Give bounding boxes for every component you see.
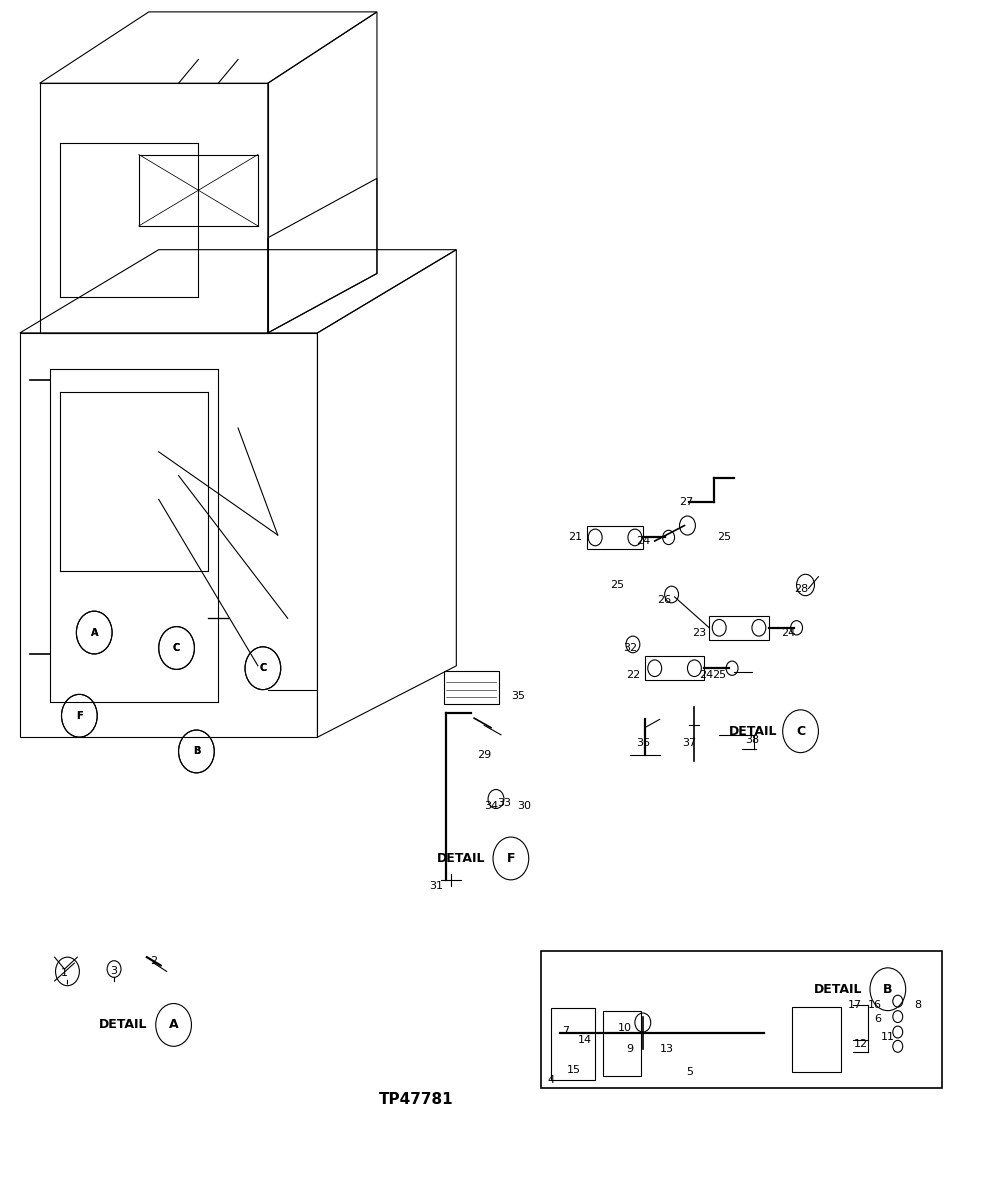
Text: 38: 38 bbox=[745, 735, 759, 744]
Text: 25: 25 bbox=[610, 580, 624, 590]
Text: TP47781: TP47781 bbox=[379, 1093, 454, 1107]
Text: 3: 3 bbox=[110, 967, 118, 976]
Text: F: F bbox=[76, 711, 82, 721]
Text: C: C bbox=[173, 643, 181, 653]
Text: 22: 22 bbox=[626, 671, 640, 680]
Text: 34: 34 bbox=[484, 801, 498, 811]
Text: F: F bbox=[76, 711, 82, 721]
Text: 9: 9 bbox=[626, 1044, 634, 1053]
Text: 26: 26 bbox=[658, 596, 672, 605]
Text: 31: 31 bbox=[430, 881, 443, 891]
Text: 27: 27 bbox=[680, 497, 693, 507]
Text: 14: 14 bbox=[578, 1036, 592, 1045]
Text: B: B bbox=[192, 747, 200, 756]
Text: DETAIL: DETAIL bbox=[729, 725, 778, 737]
Text: 2: 2 bbox=[150, 956, 158, 965]
Text: 30: 30 bbox=[517, 801, 531, 811]
Text: 32: 32 bbox=[623, 643, 637, 653]
Text: 24: 24 bbox=[782, 628, 796, 637]
Text: 1: 1 bbox=[61, 968, 68, 977]
Text: DETAIL: DETAIL bbox=[436, 853, 485, 864]
Text: 12: 12 bbox=[854, 1039, 868, 1049]
Text: 17: 17 bbox=[848, 1000, 862, 1009]
Text: 33: 33 bbox=[497, 798, 511, 807]
Text: 37: 37 bbox=[682, 738, 696, 748]
Text: 7: 7 bbox=[561, 1026, 569, 1036]
Text: C: C bbox=[259, 663, 267, 673]
Text: 11: 11 bbox=[881, 1032, 895, 1042]
Text: B: B bbox=[883, 983, 893, 995]
Text: B: B bbox=[192, 747, 200, 756]
Text: 6: 6 bbox=[874, 1014, 882, 1024]
Text: A: A bbox=[90, 628, 98, 637]
Text: 21: 21 bbox=[568, 533, 582, 542]
Text: A: A bbox=[169, 1019, 179, 1031]
Text: C: C bbox=[173, 643, 181, 653]
Text: A: A bbox=[90, 628, 98, 637]
Text: F: F bbox=[507, 853, 515, 864]
Text: 8: 8 bbox=[914, 1000, 922, 1009]
Text: 4: 4 bbox=[547, 1075, 555, 1084]
Text: C: C bbox=[796, 725, 806, 737]
Text: DETAIL: DETAIL bbox=[99, 1019, 148, 1031]
Text: 5: 5 bbox=[685, 1068, 693, 1077]
Text: 35: 35 bbox=[511, 691, 525, 700]
Text: 24: 24 bbox=[699, 671, 713, 680]
Text: 29: 29 bbox=[477, 750, 491, 760]
Text: DETAIL: DETAIL bbox=[813, 983, 862, 995]
Text: 16: 16 bbox=[868, 1000, 882, 1009]
Text: 10: 10 bbox=[618, 1024, 632, 1033]
Text: 28: 28 bbox=[795, 584, 808, 593]
Text: 25: 25 bbox=[717, 533, 731, 542]
Text: 24: 24 bbox=[636, 536, 650, 546]
Text: 36: 36 bbox=[636, 738, 650, 748]
Text: 23: 23 bbox=[692, 628, 706, 637]
Text: C: C bbox=[259, 663, 267, 673]
Text: 13: 13 bbox=[660, 1044, 674, 1053]
Text: 25: 25 bbox=[712, 671, 726, 680]
Text: 15: 15 bbox=[566, 1065, 580, 1075]
